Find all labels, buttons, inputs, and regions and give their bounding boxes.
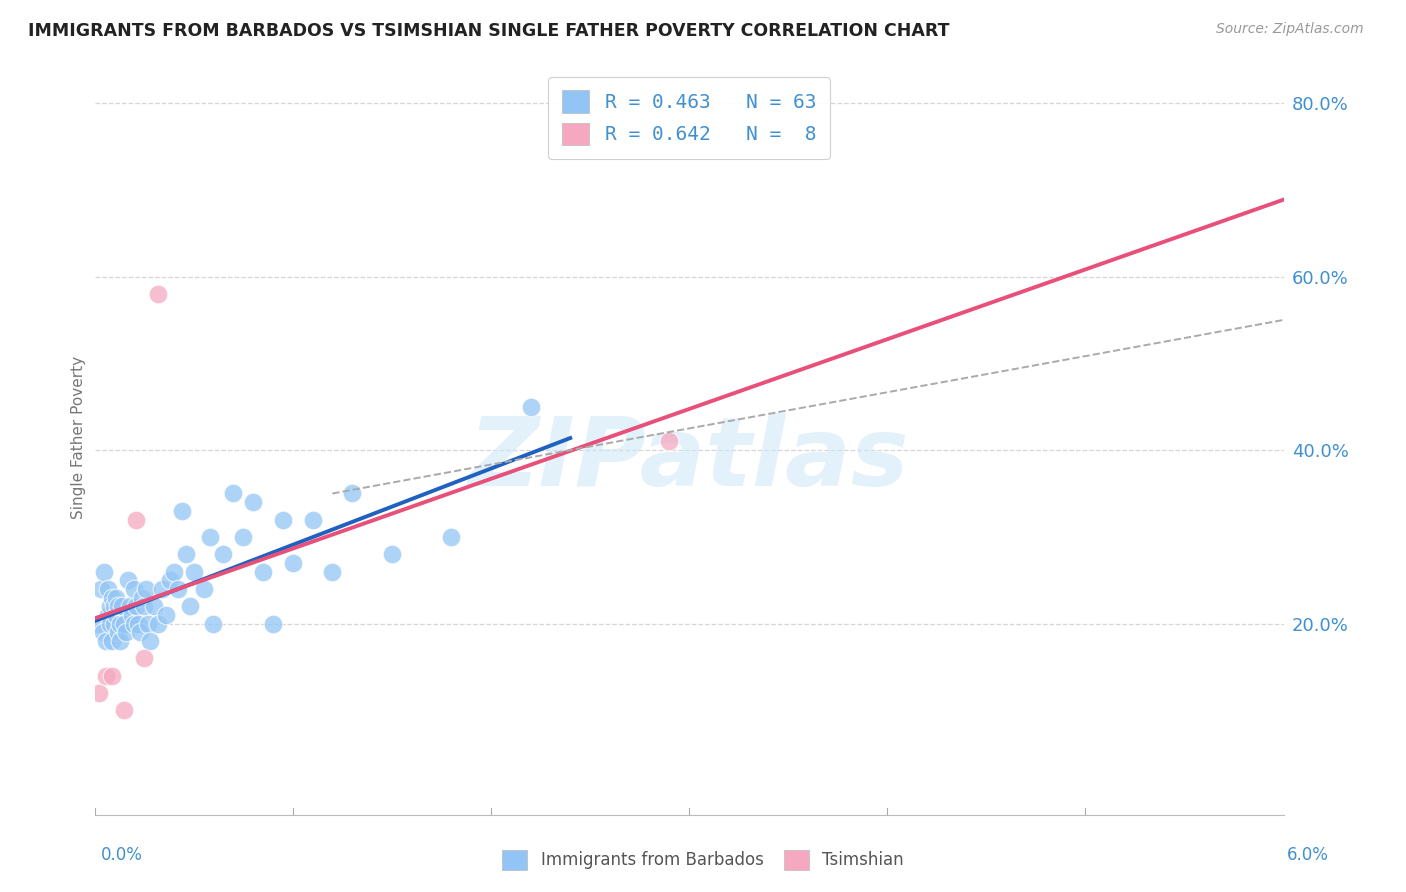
Point — [122, 582, 145, 596]
Point — [198, 530, 221, 544]
Point — [87, 616, 110, 631]
Point — [166, 582, 188, 596]
Point — [135, 582, 157, 596]
Text: IMMIGRANTS FROM BARBADOS VS TSIMSHIAN SINGLE FATHER POVERTY CORRELATION CHART: IMMIGRANTS FROM BARBADOS VS TSIMSHIAN SI… — [28, 22, 949, 40]
Point — [103, 616, 125, 631]
Point — [146, 616, 169, 631]
Point — [101, 669, 124, 683]
Text: 0.0%: 0.0% — [101, 846, 143, 863]
Point — [136, 616, 159, 631]
Point — [101, 591, 124, 605]
Point — [301, 512, 323, 526]
Point — [179, 599, 201, 614]
Point — [193, 582, 215, 596]
Point — [440, 530, 463, 544]
Text: Source: ZipAtlas.com: Source: ZipAtlas.com — [1216, 22, 1364, 37]
Point — [143, 599, 166, 614]
Point — [112, 703, 135, 717]
Point — [97, 607, 120, 622]
Point — [110, 616, 132, 631]
Point — [519, 400, 541, 414]
Point — [134, 651, 156, 665]
Point — [252, 565, 274, 579]
Point — [107, 599, 129, 614]
Point — [183, 565, 205, 579]
Point — [129, 625, 152, 640]
Point — [105, 607, 128, 622]
Point — [321, 565, 343, 579]
Point — [222, 486, 245, 500]
Point — [139, 634, 162, 648]
Point — [87, 686, 110, 700]
Point — [91, 625, 114, 640]
Point — [127, 616, 149, 631]
Point — [96, 634, 118, 648]
Point — [100, 599, 122, 614]
Point — [125, 599, 148, 614]
Point — [163, 565, 186, 579]
Point — [112, 616, 135, 631]
Text: ZIPatlas: ZIPatlas — [468, 413, 910, 507]
Point — [115, 625, 138, 640]
Point — [155, 607, 177, 622]
Legend: Immigrants from Barbados, Tsimshian: Immigrants from Barbados, Tsimshian — [496, 843, 910, 877]
Point — [96, 669, 118, 683]
Point — [202, 616, 225, 631]
Point — [381, 547, 404, 561]
Point — [658, 434, 681, 449]
Point — [131, 591, 153, 605]
Point — [89, 582, 111, 596]
Legend: R = 0.463   N = 63, R = 0.642   N =  8: R = 0.463 N = 63, R = 0.642 N = 8 — [548, 77, 830, 159]
Point — [101, 634, 124, 648]
Point — [134, 599, 156, 614]
Point — [125, 512, 148, 526]
Point — [97, 582, 120, 596]
Point — [281, 556, 304, 570]
Point — [242, 495, 264, 509]
Point — [93, 565, 115, 579]
Point — [150, 582, 173, 596]
Text: 6.0%: 6.0% — [1286, 846, 1329, 863]
Point — [170, 504, 193, 518]
Point — [146, 286, 169, 301]
Point — [232, 530, 254, 544]
Point — [107, 625, 129, 640]
Point — [262, 616, 284, 631]
Point — [212, 547, 235, 561]
Y-axis label: Single Father Poverty: Single Father Poverty — [72, 356, 86, 518]
Point — [100, 616, 122, 631]
Point — [117, 574, 139, 588]
Point — [120, 599, 142, 614]
Point — [122, 616, 145, 631]
Point — [271, 512, 294, 526]
Point — [103, 599, 125, 614]
Point — [159, 574, 181, 588]
Point — [105, 591, 128, 605]
Point — [121, 607, 143, 622]
Point — [340, 486, 363, 500]
Point — [110, 634, 132, 648]
Point — [111, 599, 134, 614]
Point — [174, 547, 197, 561]
